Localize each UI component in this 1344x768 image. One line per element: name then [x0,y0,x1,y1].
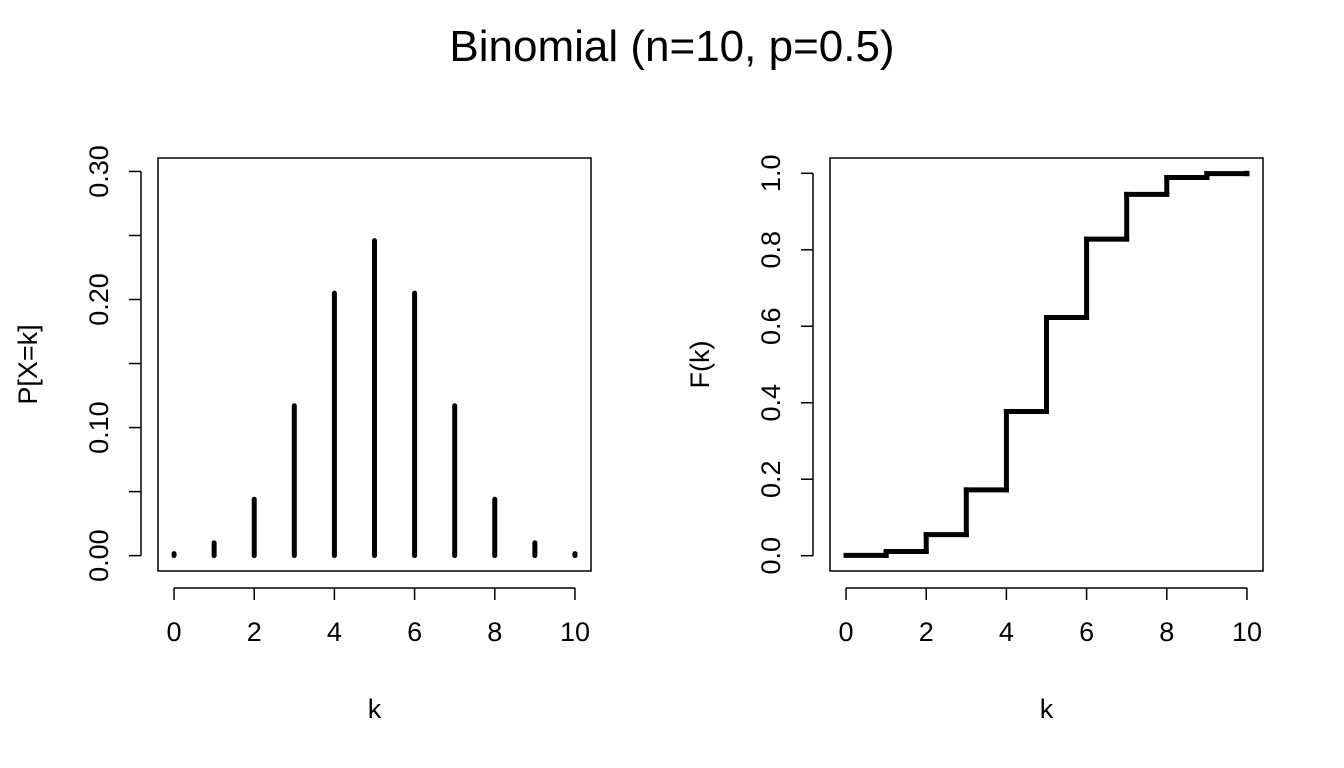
x-tick-label: 6 [1079,617,1094,647]
y-tick-label: 0.20 [84,273,114,326]
x-tick-label: 4 [327,617,342,647]
x-tick-label: 6 [407,617,422,647]
y-axis-label: F(k) [685,341,715,389]
plot-frame [829,157,1264,572]
y-tick-label: 1.0 [756,155,786,193]
plot-frame [157,157,592,572]
cdf-panel: 0 2 4 6 8 10 k 0.0 0.2 0.4 0.6 0.8 1.0 F(k) [685,155,1264,724]
x-tick-label: 0 [167,617,182,647]
x-tick-label: 8 [487,617,502,647]
x-tick-label: 2 [247,617,262,647]
x-tick-label: 10 [1232,617,1262,647]
chart-title: Binomial (n=10, p=0.5) [449,22,895,71]
y-axis-label: P[X=k] [13,324,43,404]
x-tick-label: 4 [999,617,1014,647]
y-tick-label: 0.2 [756,460,786,498]
y-tick-label: 0.6 [756,307,786,345]
x-tick-label: 8 [1159,617,1174,647]
x-tick-label: 0 [839,617,854,647]
pmf-panel: 0 2 4 6 8 10 k 0.00 0.10 0.20 0.30 P[X=k] [13,145,592,724]
x-tick-label: 10 [560,617,590,647]
y-tick-label: 0.0 [756,537,786,575]
x-tick-label: 2 [919,617,934,647]
y-tick-label: 0.10 [84,401,114,454]
x-axis-label: k [368,694,382,724]
x-axis-label: k [1040,694,1054,724]
y-tick-label: 0.00 [84,529,114,582]
y-tick-label: 0.8 [756,231,786,269]
y-tick-label: 0.30 [84,145,114,198]
y-tick-label: 0.4 [756,384,786,422]
